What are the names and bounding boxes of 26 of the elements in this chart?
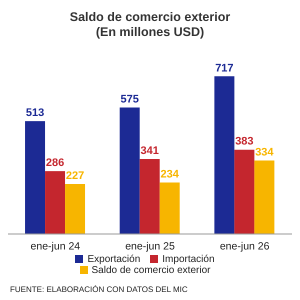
bar [140, 158, 160, 234]
bar [214, 76, 234, 234]
bar [254, 160, 274, 234]
bar [45, 171, 66, 234]
data-label: 334 [255, 146, 274, 159]
data-label: 234 [160, 168, 180, 181]
data-label: 717 [215, 62, 234, 74]
data-label: 227 [66, 170, 84, 182]
x-tick-label: ene-jun 24 [30, 240, 80, 252]
x-tick-label: ene-jun 26 [220, 240, 270, 252]
chart-title: Saldo de comercio exterior (En millones USD) [68, 10, 232, 40]
legend-label: Exportación [87, 254, 140, 265]
legend-label: Saldo de comercio exterior [92, 265, 210, 276]
source-note: FUENTE: ELABORACIÓN CON DATOS DEL MIC [10, 285, 188, 294]
bar [65, 184, 86, 234]
bar [234, 150, 254, 234]
x-tick-label: ene-jun 25 [125, 240, 175, 252]
data-label: 513 [26, 107, 44, 120]
legend-label: Importación [162, 254, 215, 265]
bar [25, 121, 46, 234]
bar [120, 108, 140, 234]
data-label: 383 [235, 136, 254, 148]
data-label: 286 [46, 157, 64, 170]
bar [160, 182, 180, 234]
data-label: 575 [120, 94, 139, 106]
data-label: 341 [140, 144, 159, 157]
